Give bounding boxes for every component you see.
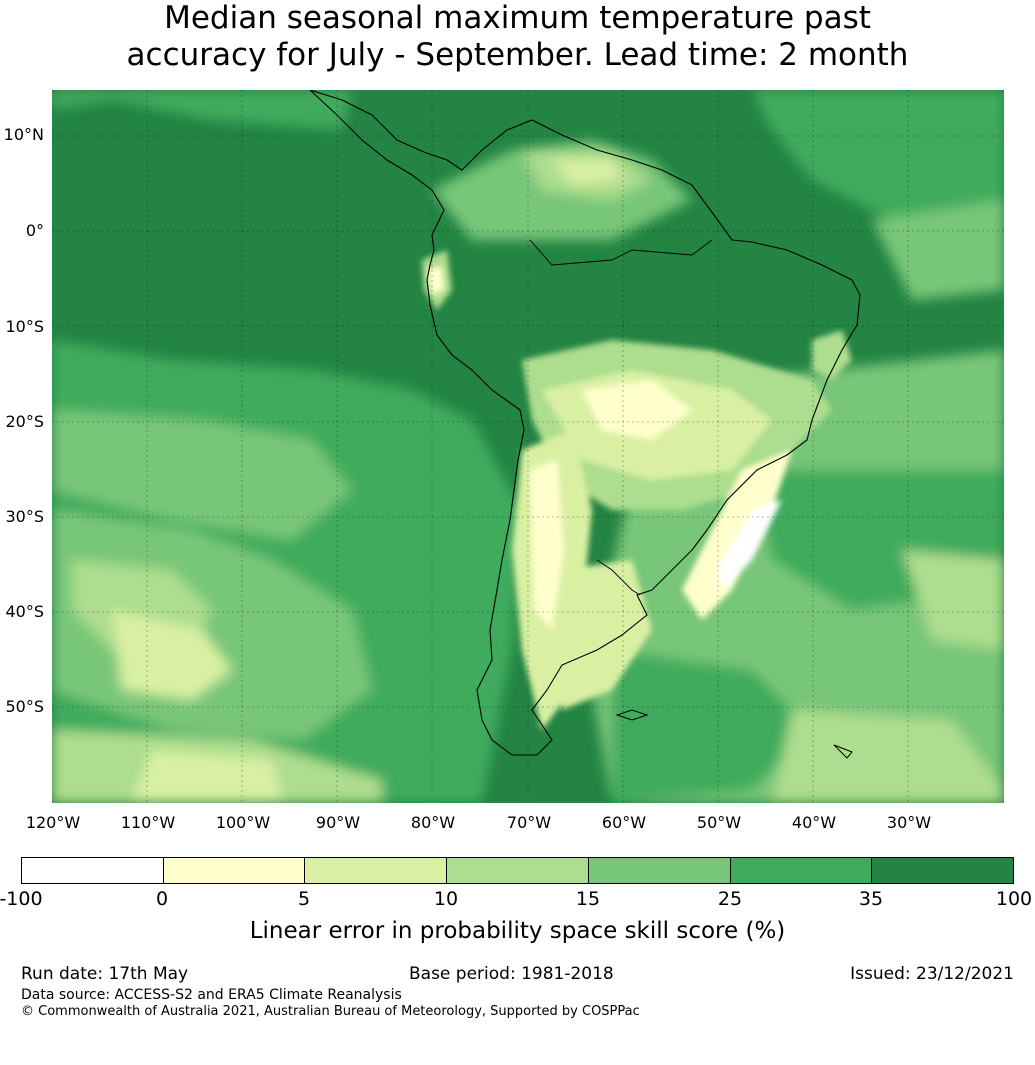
colorbar-segment [163,858,306,883]
amazon-river [529,239,713,266]
south-georgia [833,744,853,759]
coastline [309,90,861,756]
lon-tick-120w: 120°W [25,813,81,832]
falkland-islands [615,709,649,721]
colorbar-segment [730,858,873,883]
colorbar-segment [588,858,731,883]
lat-tick-40s: 40°S [5,602,44,621]
graticule [52,90,1004,803]
copyright: © Commonwealth of Australia 2021, Austra… [21,1004,640,1019]
skill-field [52,90,1004,803]
run-date: Run date: 17th May [21,964,189,984]
colorbar-tick: 15 [575,888,601,910]
lat-tick-20s: 20°S [5,412,44,431]
colorbar-segment [22,858,164,883]
lat-tick-50s: 50°S [5,697,44,716]
colorbar-tick: 0 [155,888,169,910]
lon-tick-30w: 30°W [886,813,932,832]
issued-date: Issued: 23/12/2021 [850,964,1014,984]
lon-tick-110w: 110°W [120,813,176,832]
lon-tick-100w: 100°W [215,813,271,832]
colorbar-tick: 35 [858,888,884,910]
lon-tick-70w: 70°W [506,813,552,832]
lat-tick-10n: 10°N [3,125,44,144]
parana-river [596,559,641,596]
colorbar-tick: 5 [297,888,311,910]
map-canvas [52,90,1004,803]
lon-tick-80w: 80°W [410,813,456,832]
title-line-2: accuracy for July - September. Lead time… [126,37,909,73]
title-line-1: Median seasonal maximum temperature past [164,0,871,36]
colorbar-segment [872,858,1014,883]
map-title: Median seasonal maximum temperature past… [0,0,1035,74]
lon-tick-40w: 40°W [791,813,837,832]
lon-tick-60w: 60°W [601,813,647,832]
colorbar-tick: 100 [995,888,1033,910]
colorbar-tick: 25 [717,888,743,910]
data-source: Data source: ACCESS-S2 and ERA5 Climate … [21,987,402,1003]
colorbar-segment [305,858,448,883]
colorbar-segment [447,858,589,883]
colorbar-tick: 10 [433,888,459,910]
base-period: Base period: 1981-2018 [409,964,614,984]
continent-low-skill [422,250,852,730]
lat-tick-0: 0° [25,221,44,240]
lon-tick-50w: 50°W [696,813,742,832]
colorbar-label: Linear error in probability space skill … [249,918,786,944]
colorbar [21,857,1014,884]
colorbar-tick: -100 [0,888,43,910]
lon-tick-90w: 90°W [315,813,361,832]
skill-score-map[interactable] [52,90,1004,803]
lat-tick-30s: 30°S [5,507,44,526]
lat-tick-10s: 10°S [5,317,44,336]
